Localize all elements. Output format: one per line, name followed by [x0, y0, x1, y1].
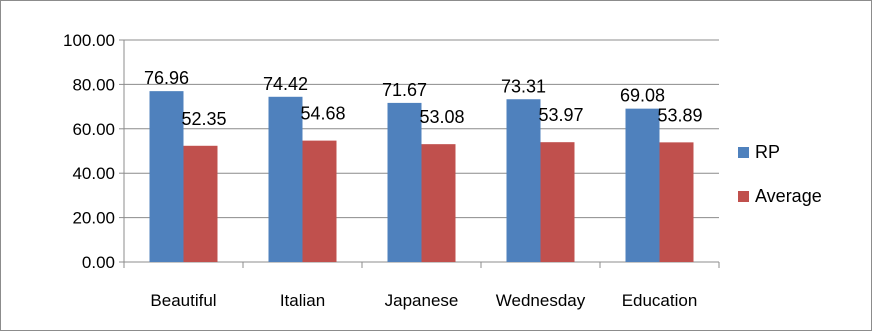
bars	[149, 91, 694, 263]
y-tick-label: 80.00	[72, 75, 115, 94]
data-label-average: 54.68	[301, 104, 346, 124]
x-tick-label: Beautiful	[150, 291, 216, 310]
y-tick-label: 0.00	[82, 253, 115, 272]
bar-average	[183, 145, 218, 262]
axes: 0.00 20.00 40.00 60.00 80.00 100.00 Beautiful I…	[63, 31, 720, 310]
y-tick-label: 60.00	[72, 120, 115, 139]
bar-rp	[625, 108, 660, 263]
bar-rp	[268, 96, 303, 262]
data-labels: 76.96 52.35 74.42 54.68 71.67 53.08 73.31 53.97…	[144, 68, 703, 129]
data-label-rp: 76.96	[144, 68, 189, 88]
x-tick-label: Italian	[280, 291, 325, 310]
bar-average	[302, 140, 337, 262]
data-label-rp: 74.42	[263, 74, 308, 94]
y-tick-label: 40.00	[72, 164, 115, 183]
bar-average	[659, 142, 694, 262]
legend-swatch-rp	[738, 147, 749, 158]
y-tick-label: 100.00	[63, 31, 115, 50]
data-label-rp: 69.08	[620, 86, 665, 106]
x-tick-label: Education	[622, 291, 698, 310]
y-tick-label: 20.00	[72, 209, 115, 228]
bar-rp	[506, 99, 541, 262]
x-tick-label: Japanese	[385, 291, 459, 310]
bar-average	[421, 144, 456, 262]
bar-rp	[387, 102, 422, 262]
bar-average	[540, 142, 575, 262]
bar-chart: 0.00 20.00 40.00 60.00 80.00 100.00 Beautiful I…	[63, 31, 822, 310]
data-label-average: 53.89	[658, 105, 703, 125]
legend: RP Average	[738, 142, 822, 206]
legend-label-rp: RP	[755, 142, 780, 162]
data-label-average: 53.08	[420, 107, 465, 127]
legend-swatch-average	[738, 191, 749, 202]
x-tick-label: Wednesday	[496, 291, 586, 310]
data-label-average: 52.35	[182, 109, 227, 129]
data-label-rp: 73.31	[501, 76, 546, 96]
data-label-rp: 71.67	[382, 80, 427, 100]
bar-rp	[149, 91, 184, 262]
legend-label-average: Average	[755, 186, 822, 206]
data-label-average: 53.97	[539, 105, 584, 125]
